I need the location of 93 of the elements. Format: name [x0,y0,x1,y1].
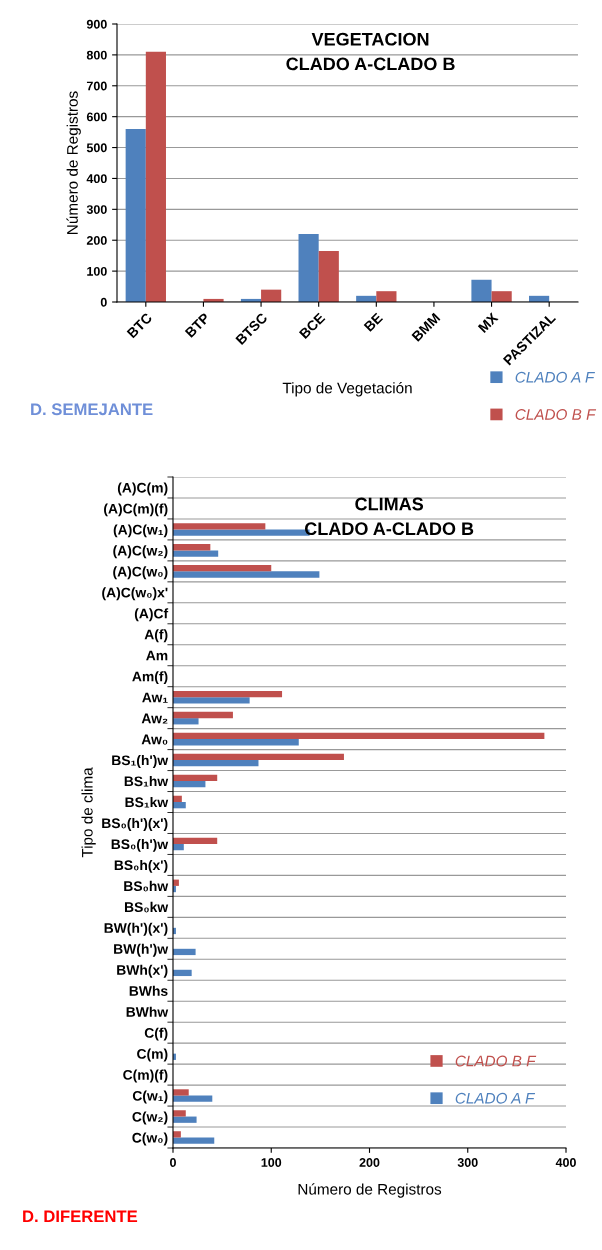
bar [173,948,196,956]
y-tick-label: 500 [86,143,107,153]
y-tick-label: Aw₂ [141,713,168,724]
bar [471,279,492,302]
y-axis-title: Número de Registros [66,91,81,234]
bar [173,1095,213,1102]
y-tick-label: BS₀h(x') [114,859,168,873]
bar [298,234,319,302]
y-axis-title: Tipo de clima [81,767,96,858]
bar [173,739,299,746]
y-tick-label: 200 [86,236,107,245]
legend-label: CLADO B F [515,409,597,420]
bar [145,51,166,302]
x-axis-title: Número de Registros [298,1183,442,1198]
legend-label: CLADO A F [515,371,595,383]
bar [173,802,186,809]
bar [125,129,146,302]
bar [173,1131,181,1138]
bar [173,523,266,530]
text: VEGETACION CLADO A-CLADO B [286,32,455,71]
y-tick-label: (A)C(w₀) [113,566,168,580]
x-tick-label: 200 [359,1158,380,1167]
y-tick-label: Am [146,650,168,661]
bar [173,571,320,578]
y-tick-label: BS₀(h')(x') [102,817,168,831]
y-tick-label: 900 [86,19,107,29]
x-tick-label: MX [477,312,499,333]
y-tick-label: (A)C(m) [117,482,168,496]
y-tick-label: BS₀(h')w [111,838,169,852]
x-axis-title: Tipo de Vegetación [282,382,412,397]
y-tick-label: BS₀kw [124,901,169,913]
y-tick-label: C(w₁) [132,1090,168,1104]
bar [173,837,218,844]
text: D. SEMEJANTE [31,403,153,416]
bar [173,760,259,767]
bar [173,690,283,698]
y-tick-label: (A)C(w₀)x' [102,587,168,601]
y-tick-label: (A)C(w₂) [113,545,168,559]
y-tick-label: 0 [100,297,107,307]
y-tick-label: (A)C(w₁) [113,524,168,538]
y-tick-label: Aw₀ [141,734,168,745]
y-tick-label: 600 [86,112,107,122]
bar [173,711,233,719]
x-tick-label: 400 [555,1158,576,1167]
bar [173,774,218,782]
y-tick-label: C(w₀) [132,1132,168,1146]
bar [173,1089,189,1096]
y-tick-label: BWhs [129,985,168,996]
y-tick-label: 400 [86,174,107,184]
y-tick-label: C(m) [137,1048,168,1062]
text: CLIMAS CLADO A-CLADO B [304,497,474,536]
bar [173,1137,215,1144]
bar [173,697,250,704]
bar [173,550,219,557]
bar [173,1110,186,1117]
bar [318,251,339,302]
x-tick-label: 0 [170,1158,176,1167]
y-tick-label: 700 [86,81,107,91]
y-tick-label: BW(h')(x') [104,922,168,936]
bar [173,718,199,725]
x-tick-label: 100 [261,1158,282,1167]
y-tick-label: 100 [87,266,107,276]
legend-label: CLADO A F [455,1092,536,1104]
bar [173,781,206,788]
y-tick-label: BS₁kw [125,796,169,808]
y-tick-label: BWh(x') [117,964,168,978]
y-tick-label: 800 [86,50,107,60]
y-tick-label: Aw₁ [142,692,168,703]
y-tick-label: BS₀hw [124,880,169,892]
x-tick-label: 300 [457,1158,478,1167]
y-tick-label: A(f) [144,629,168,643]
bar [173,969,192,977]
bar [173,544,211,551]
y-tick-label: Am(f) [132,671,168,685]
bar [173,732,545,740]
y-tick-label: BS₁hw [124,776,169,787]
y-tick-label: (A)Cf [134,608,169,622]
y-tick-label: 300 [86,205,107,214]
bar [173,753,344,761]
y-tick-label: BS₁(h')w [112,755,169,768]
bar [376,291,397,302]
y-tick-label: BWhw [126,1006,169,1017]
bar [491,291,512,302]
y-tick-label: (A)C(m)(f) [104,503,168,517]
legend-label: CLADO B F [455,1055,537,1067]
y-tick-label: C(w₂) [132,1111,168,1125]
y-tick-label: C(m)(f) [123,1069,168,1083]
x-tick-label: BE [363,312,384,332]
bar [173,1116,197,1123]
bar [173,565,272,572]
y-tick-label: BW(h')w [114,943,169,957]
text: D. DIFERENTE [23,1210,138,1222]
y-tick-label: C(f) [144,1027,168,1041]
